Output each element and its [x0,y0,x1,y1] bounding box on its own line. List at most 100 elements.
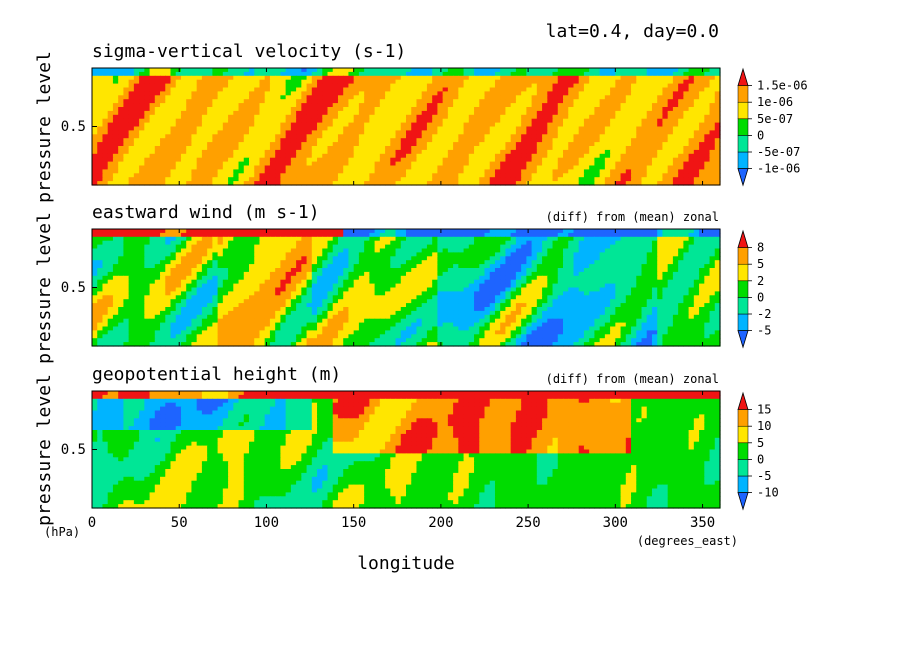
heatmap-cell [207,142,213,147]
heatmap-cell [485,115,491,120]
heatmap-cell [532,252,538,257]
heatmap-cell [621,146,627,151]
heatmap-cell [155,84,161,89]
heatmap-cell [490,88,496,93]
heatmap-cell [689,130,695,135]
heatmap-cell [469,99,475,104]
heatmap-cell [301,103,307,108]
heatmap-cell [558,84,564,89]
heatmap-cell [636,119,642,124]
heatmap-cell [249,169,255,174]
heatmap-cell [542,123,548,128]
heatmap-cell [123,111,129,116]
heatmap-cell [328,123,334,128]
heatmap-cell [139,68,145,73]
heatmap-cell [642,115,648,120]
heatmap-cell [390,99,396,104]
heatmap-cell [291,103,297,108]
heatmap-cell [406,245,412,250]
heatmap-cell [359,95,365,100]
heatmap-cell [573,127,579,132]
heatmap-cell [443,249,449,254]
heatmap-cell [280,264,286,269]
heatmap-cell [307,249,313,254]
heatmap-cell [621,256,627,261]
heatmap-cell [134,76,140,81]
heatmap-cell [165,72,171,77]
heatmap-cell [144,177,150,182]
heatmap-cell [275,154,281,159]
heatmap-cell [317,241,323,246]
heatmap-cell [401,134,407,139]
heatmap-cell [113,68,119,73]
heatmap-cell [437,241,443,246]
heatmap-cell [500,134,506,139]
heatmap-cell [448,264,454,269]
heatmap-cell [689,134,695,139]
heatmap-cell [165,142,171,147]
heatmap-cell [521,119,527,124]
heatmap-cell [102,268,108,273]
heatmap-cell [490,91,496,96]
heatmap-cell [668,91,674,96]
heatmap-cell [212,146,218,151]
heatmap-cell [171,80,177,85]
heatmap-cell [155,177,161,182]
heatmap-cell [495,68,501,73]
heatmap-cell [364,119,370,124]
heatmap-cell [369,229,375,234]
heatmap-cell [621,95,627,100]
colorbar-arrow-bottom [738,169,748,186]
heatmap-cell [369,154,375,159]
colorbar-segment [738,152,748,169]
heatmap-cell [537,134,543,139]
heatmap-cell [291,123,297,128]
heatmap-cell [474,103,480,108]
heatmap-cell [490,233,496,238]
heatmap-cell [710,123,716,128]
heatmap-cell [516,88,522,93]
heatmap-cell [191,72,197,77]
heatmap-cell [469,142,475,147]
heatmap-cell [710,111,716,116]
heatmap-cell [134,166,140,171]
heatmap-cell [123,95,129,100]
heatmap-cell [626,107,632,112]
heatmap-cell [343,237,349,242]
heatmap-cell [228,237,234,242]
heatmap-cell [704,268,710,273]
heatmap-cell [181,260,187,265]
heatmap-cell [610,111,616,116]
heatmap-cell [521,111,527,116]
heatmap-cell [150,72,156,77]
heatmap-cell [647,249,653,254]
heatmap-cell [710,95,716,100]
heatmap-cell [505,68,511,73]
heatmap-cell [301,245,307,250]
heatmap-cell [328,111,334,116]
heatmap-cell [385,158,391,163]
heatmap-cell [212,95,218,100]
heatmap-cell [286,84,292,89]
heatmap-cell [228,91,234,96]
heatmap-cell [181,95,187,100]
heatmap-cell [416,134,422,139]
heatmap-cell [270,256,276,261]
heatmap-cell [647,158,653,163]
heatmap-cell [270,146,276,151]
heatmap-cell [448,80,454,85]
heatmap-cell [511,150,517,155]
heatmap-cell [563,134,569,139]
heatmap-cell [526,103,532,108]
heatmap-cell [134,245,140,250]
heatmap-cell [207,123,213,128]
heatmap-cell [704,237,710,242]
heatmap-cell [165,146,171,151]
heatmap-cell [647,115,653,120]
heatmap-cell [155,245,161,250]
heatmap-cell [307,146,313,151]
heatmap-cell [385,123,391,128]
heatmap-cell [526,268,532,273]
heatmap-cell [652,146,658,151]
heatmap-cell [437,256,443,261]
